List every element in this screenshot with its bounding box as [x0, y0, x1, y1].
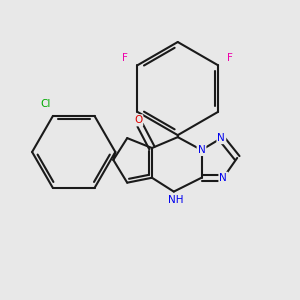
Text: F: F [227, 53, 233, 63]
Text: N: N [218, 133, 225, 143]
Text: Cl: Cl [41, 99, 51, 109]
Text: F: F [122, 53, 128, 63]
Text: NH: NH [168, 194, 184, 205]
Text: F: F [227, 53, 233, 63]
Text: F: F [122, 53, 128, 63]
Text: N: N [219, 173, 227, 183]
Text: O: O [134, 115, 142, 125]
Text: N: N [198, 145, 206, 155]
